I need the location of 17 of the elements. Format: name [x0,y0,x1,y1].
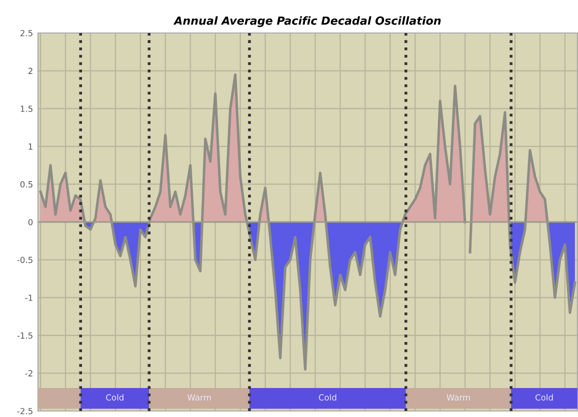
annotation: Cold [106,394,124,401]
y-tick-label: 2.5 [20,30,32,36]
annotation: Cold [318,394,336,401]
y-tick-label: 1.5 [20,106,32,112]
y-tick-label: -2 [25,370,32,376]
y-tick-label: 2 [28,68,32,74]
y-tick-label: -1 [25,294,32,301]
annotation: Cold [535,394,553,401]
chart-title: Annual Average Pacific Decadal Oscillation [173,16,441,28]
y-tick-label: 0.5 [20,181,32,188]
y-tick-label: -2.5 [17,408,32,414]
annotation: Warm [446,394,470,401]
y-tick-label: -0.5 [17,256,32,264]
y-tick-label: 0 [28,218,33,226]
y-tick-label: 1 [28,143,32,150]
y-tick-label: -1.5 [17,332,32,339]
annotation: Warm [187,394,211,401]
